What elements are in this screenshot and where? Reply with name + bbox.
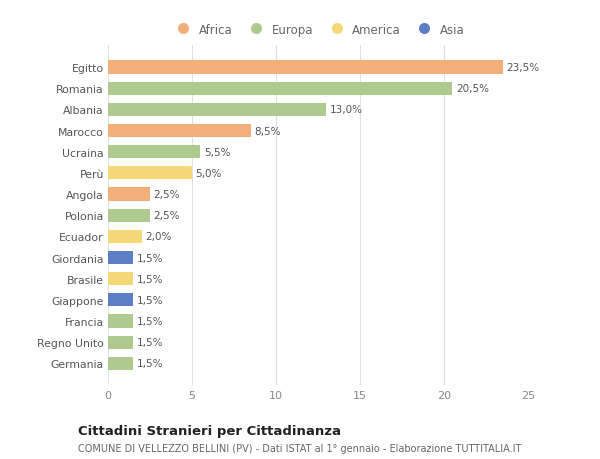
Bar xyxy=(108,167,192,180)
Text: 2,0%: 2,0% xyxy=(145,232,172,242)
Legend: Africa, Europa, America, Asia: Africa, Europa, America, Asia xyxy=(169,21,467,39)
Text: 20,5%: 20,5% xyxy=(456,84,489,94)
Bar xyxy=(108,357,133,370)
Text: 1,5%: 1,5% xyxy=(137,274,163,284)
Bar xyxy=(108,252,133,264)
Text: 1,5%: 1,5% xyxy=(137,337,163,347)
Text: 2,5%: 2,5% xyxy=(154,190,180,200)
Bar xyxy=(108,83,452,95)
Text: 2,5%: 2,5% xyxy=(154,211,180,221)
Text: 5,5%: 5,5% xyxy=(204,147,230,157)
Bar xyxy=(108,62,503,74)
Text: 1,5%: 1,5% xyxy=(137,358,163,369)
Bar xyxy=(108,315,133,328)
Bar xyxy=(108,125,251,138)
Bar xyxy=(108,230,142,243)
Text: 23,5%: 23,5% xyxy=(506,63,539,73)
Bar xyxy=(108,188,150,201)
Text: 5,0%: 5,0% xyxy=(196,168,222,179)
Text: 13,0%: 13,0% xyxy=(330,105,363,115)
Text: 1,5%: 1,5% xyxy=(137,295,163,305)
Bar xyxy=(108,294,133,307)
Bar xyxy=(108,209,150,222)
Bar xyxy=(108,104,326,117)
Bar xyxy=(108,146,200,159)
Text: Cittadini Stranieri per Cittadinanza: Cittadini Stranieri per Cittadinanza xyxy=(78,425,341,437)
Bar xyxy=(108,336,133,349)
Text: 1,5%: 1,5% xyxy=(137,253,163,263)
Bar xyxy=(108,273,133,285)
Text: 8,5%: 8,5% xyxy=(254,126,281,136)
Text: COMUNE DI VELLEZZO BELLINI (PV) - Dati ISTAT al 1° gennaio - Elaborazione TUTTIT: COMUNE DI VELLEZZO BELLINI (PV) - Dati I… xyxy=(78,443,521,453)
Text: 1,5%: 1,5% xyxy=(137,316,163,326)
